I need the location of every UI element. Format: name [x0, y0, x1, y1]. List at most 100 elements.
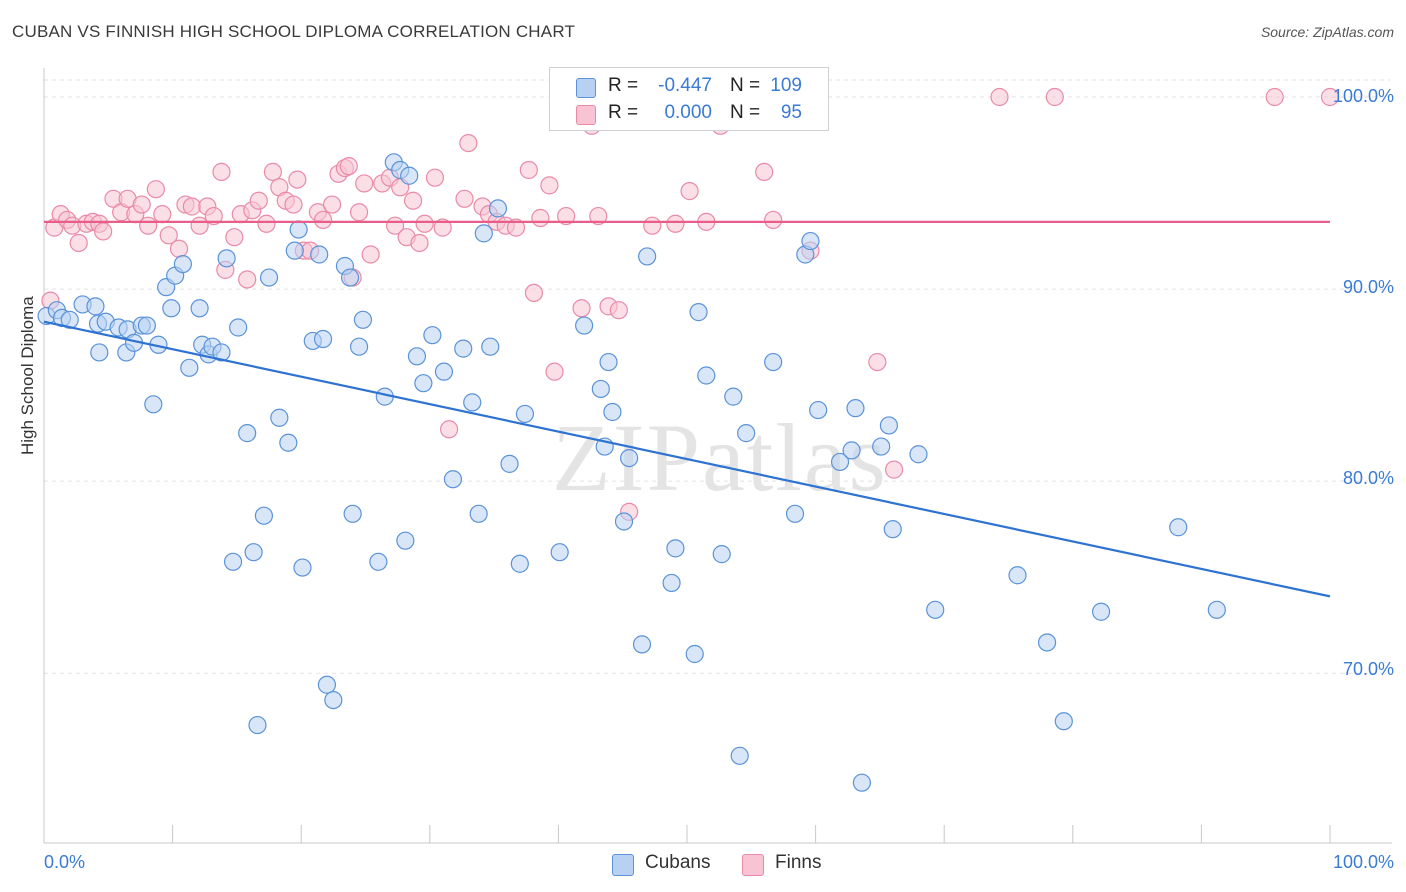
n-value: 109	[770, 75, 802, 96]
cuban-point	[353, 310, 373, 329]
finn-point	[589, 206, 608, 226]
cuban-point	[180, 358, 199, 377]
finn-point	[322, 195, 342, 214]
cubans-legend-swatch	[612, 854, 634, 876]
y-tick-label: 100.0%	[1332, 86, 1394, 106]
legend-row-finns: R = 0.000 N = 95	[550, 101, 828, 127]
cuban-point	[173, 255, 192, 274]
finns-swatch	[576, 105, 596, 125]
cuban-point	[730, 746, 749, 765]
finn-point	[288, 170, 307, 189]
cuban-point	[293, 558, 312, 577]
finn-point	[339, 157, 358, 176]
finn-point	[263, 162, 283, 182]
cubans-swatch	[576, 78, 596, 98]
y-tick-label: 90.0%	[1342, 277, 1394, 297]
grid-lines	[44, 79, 1390, 674]
cuban-point	[313, 329, 333, 349]
finn-point	[313, 210, 333, 230]
cuban-point	[343, 504, 362, 523]
finn-point	[439, 420, 459, 439]
finn-point	[1265, 87, 1284, 107]
finn-point	[403, 191, 423, 210]
cuban-point	[926, 600, 945, 619]
finn-point	[557, 206, 576, 226]
cuban-point	[212, 343, 231, 362]
cuban-point	[400, 166, 419, 185]
legend-row-cubans: R = -0.447 N = 109	[550, 74, 828, 100]
finn-point	[572, 299, 591, 318]
cuban-point	[423, 326, 442, 345]
finn-point	[459, 133, 478, 153]
cuban-point	[90, 343, 109, 362]
cuban-point	[909, 445, 928, 464]
finn-point	[204, 206, 223, 226]
finn-point	[284, 195, 303, 214]
cuban-point	[162, 299, 181, 318]
cuban-point	[510, 554, 529, 573]
cuban-point	[474, 224, 493, 243]
finn-point	[139, 216, 158, 235]
cuban-point	[310, 245, 329, 264]
finn-point	[349, 203, 369, 222]
watermark: ZIPatlas	[552, 404, 888, 511]
finns-legend-swatch	[742, 854, 764, 876]
finns-legend-label: Finns	[775, 852, 822, 873]
finn-point	[1320, 87, 1340, 107]
y-tick-label: 80.0%	[1342, 468, 1394, 488]
cuban-point	[852, 773, 871, 792]
cuban-point	[289, 220, 308, 239]
cubans-legend-label: Cubans	[645, 852, 711, 873]
cuban-point	[407, 347, 427, 366]
finn-point	[455, 189, 474, 208]
finn-point	[755, 162, 774, 182]
cuban-point	[500, 454, 519, 473]
cuban-point	[223, 552, 243, 571]
finn-point	[169, 239, 189, 258]
finn-point	[609, 301, 628, 320]
cuban-point	[259, 268, 279, 287]
finn-point	[519, 160, 538, 180]
finn-point	[410, 233, 429, 253]
cuban-point	[469, 504, 488, 523]
cuban-point	[764, 352, 783, 372]
cuban-point	[144, 395, 163, 414]
cuban-point	[434, 362, 454, 381]
cuban-point	[1008, 566, 1027, 585]
cuban-point	[712, 545, 731, 564]
finn-point	[666, 214, 685, 233]
cuban-point	[842, 441, 861, 460]
cuban-point	[190, 299, 209, 318]
cuban-point	[801, 231, 820, 251]
cuban-point	[369, 552, 388, 571]
cuban-point	[603, 402, 622, 422]
finn-point	[159, 226, 178, 245]
cuban-point	[324, 690, 343, 710]
r-value: -0.447	[658, 75, 712, 96]
r-label: R =	[608, 102, 639, 123]
cuban-point	[550, 543, 569, 562]
cuban-point	[632, 635, 652, 654]
n-label: N =	[730, 75, 761, 96]
cubans-trend-line	[43, 320, 1331, 598]
finn-point	[355, 174, 374, 193]
cuban-point	[270, 408, 289, 427]
cuban-point	[244, 543, 263, 562]
cuban-point	[443, 470, 463, 489]
finn-point	[433, 218, 452, 237]
y-tick-label: 70.0%	[1342, 659, 1394, 679]
cuban-point	[724, 387, 743, 406]
cuban-point	[1169, 518, 1188, 537]
finn-point	[132, 195, 151, 214]
cuban-point	[488, 199, 508, 218]
finn-point	[884, 460, 904, 479]
x-tick-label-right: 100.0%	[1332, 852, 1394, 872]
cuban-point	[830, 452, 850, 472]
cuban-point	[396, 531, 415, 550]
axes	[43, 68, 1392, 844]
finn-point	[531, 208, 550, 228]
cuban-point	[238, 424, 257, 443]
cuban-point	[591, 379, 610, 399]
cuban-point	[620, 448, 639, 468]
